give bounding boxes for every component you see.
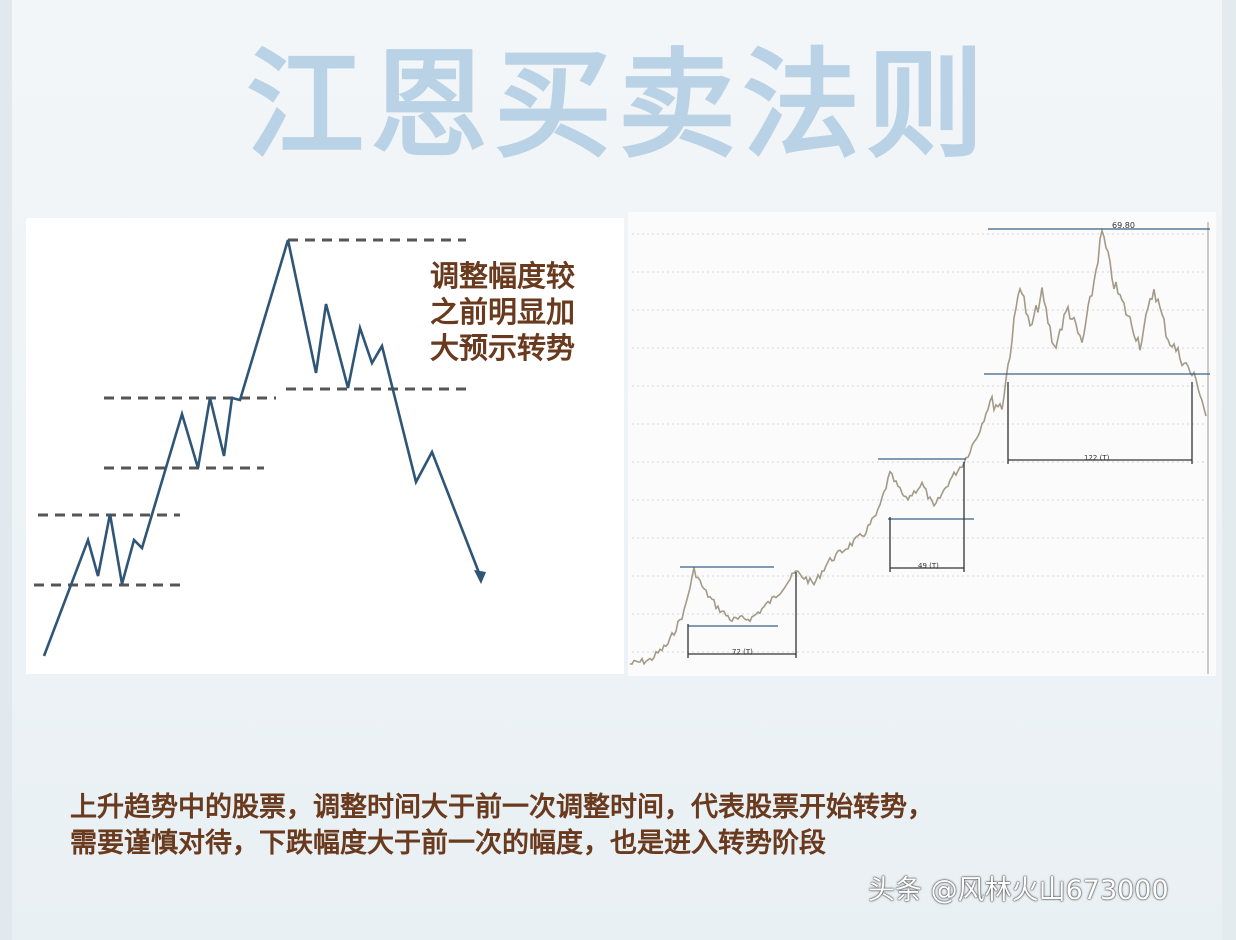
price-chart: 72 (T) 49 (T) 122 (T) 69.80	[629, 221, 1210, 674]
schematic-diagram-panel: 调整幅度较 之前明显加 大预示转势	[26, 218, 624, 674]
diagram-annotation: 调整幅度较 之前明显加 大预示转势	[430, 258, 575, 366]
caption-line-2: 需要谨慎对待，下跌幅度大于前一次的幅度，也是进入转势阶段	[70, 828, 826, 859]
caption: 上升趋势中的股票，调整时间大于前一次调整时间，代表股票开始转势， 需要谨慎对待，…	[70, 790, 934, 862]
page-title: 江恩买卖法则	[245, 36, 990, 174]
price-chart-panel: 72 (T) 49 (T) 122 (T) 69.80	[628, 212, 1216, 676]
annotation-line-2: 之前明显加	[430, 295, 576, 329]
annotation-line-1: 调整幅度较	[430, 259, 576, 293]
peak-value-label: 69.80	[1112, 221, 1135, 230]
caption-line-1: 上升趋势中的股票，调整时间大于前一次调整时间，代表股票开始转势，	[70, 792, 934, 823]
schematic-diagram	[34, 238, 486, 657]
interval-label-c: 122 (T)	[1084, 454, 1110, 462]
annotation-line-3: 大预示转势	[430, 331, 576, 365]
watermark: 头条 @风林火山673000	[868, 875, 1169, 906]
down-arrow-head	[474, 570, 486, 584]
trend-path	[42, 239, 483, 657]
price-series	[629, 227, 1207, 666]
right-edge	[1222, 0, 1236, 940]
interval-label-a: 72 (T)	[732, 648, 753, 656]
interval-label-b: 49 (T)	[918, 562, 939, 570]
left-edge	[0, 0, 12, 940]
